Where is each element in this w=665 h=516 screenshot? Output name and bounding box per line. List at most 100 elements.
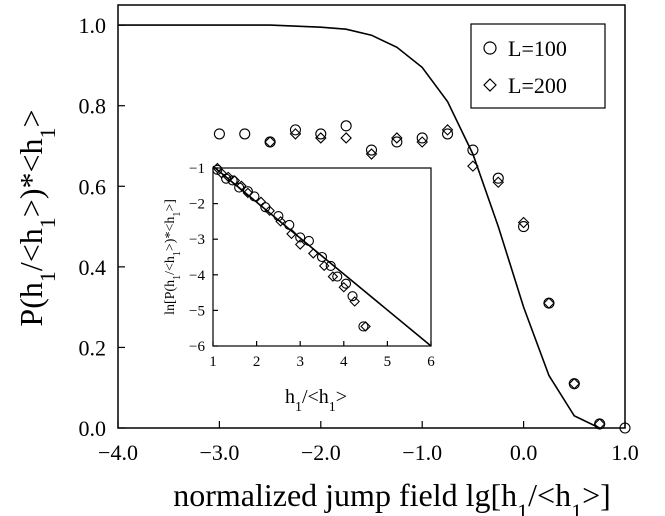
- inset-point-circle: [316, 251, 328, 263]
- inset-point-diamond: [286, 228, 297, 240]
- main-point-diamond: [593, 418, 606, 430]
- inset-ticks: 1 2 3 4 5 6 −1 −2 −3 −4 −5 −6: [189, 161, 435, 370]
- main-point-diamond: [467, 160, 479, 172]
- inset-point-diamond: [229, 175, 241, 186]
- main-fit-line: [118, 24, 600, 429]
- main-x-tick-label: 0.0: [510, 440, 538, 465]
- inset-point-circle: [284, 219, 295, 231]
- legend-marker-diamond: [483, 78, 497, 92]
- inset-y-tick-label: −4: [189, 268, 205, 284]
- x-axis-title: normalized jump field lg[h1/<h1>]: [173, 477, 611, 516]
- main-point-diamond: [391, 132, 403, 144]
- main-point-circle: [441, 128, 454, 140]
- main-point-diamond: [492, 176, 505, 189]
- main-y-tick-label: 1.0: [79, 13, 107, 38]
- main-y-tick-label: 0.8: [79, 94, 107, 119]
- main-point-circle: [619, 422, 631, 434]
- inset-point-diamond: [275, 216, 286, 227]
- main-point-diamond: [315, 132, 327, 144]
- inset-point-diamond: [242, 187, 254, 199]
- main-point-circle: [213, 128, 225, 140]
- inset-point-diamond: [327, 271, 339, 282]
- inset-point-diamond: [360, 321, 371, 332]
- main-point-circle: [467, 144, 479, 156]
- main-point-diamond: [416, 136, 428, 148]
- legend-marker-circle: [483, 41, 497, 55]
- inset-data-points: [212, 162, 371, 332]
- main-x-tick-label: 1.0: [611, 440, 639, 465]
- inset-point-diamond: [255, 196, 267, 208]
- inset-y-tick-label: −6: [189, 339, 205, 355]
- legend-label-series-2: L=200: [508, 73, 567, 98]
- main-y-tick-label: 0.6: [79, 174, 107, 199]
- inset-y-tick-label: −1: [189, 161, 205, 177]
- main-y-tick-label: 0.0: [79, 416, 107, 441]
- legend-label-series-1: L=100: [508, 36, 567, 61]
- main-plot: −4.0 −3.0 −2.0 −1.0 0.0 1.0 0.0 0.2 0.4 0.6 0.8 1.0…: [13, 4, 639, 516]
- inset-x-tick-label: 3: [296, 354, 304, 370]
- inset-point-diamond: [264, 205, 275, 216]
- main-point-circle: [239, 128, 251, 140]
- inset-point-diamond: [222, 171, 234, 183]
- legend-box: [470, 23, 606, 109]
- main-point-circle: [264, 136, 276, 148]
- inset-point-circle: [242, 186, 253, 197]
- inset-y-tick-label: −5: [189, 303, 205, 319]
- main-point-diamond: [568, 377, 581, 390]
- main-point-circle: [568, 378, 580, 390]
- inset-point-diamond: [236, 180, 247, 192]
- main-y-tick-label: 0.4: [79, 255, 107, 280]
- main-point-circle: [518, 221, 530, 233]
- inset-x-tick-label: 6: [427, 354, 435, 370]
- inset-y-tick-label: −2: [189, 197, 205, 213]
- main-point-circle: [416, 132, 428, 144]
- main-x-tick-label: −3.0: [199, 440, 239, 465]
- main-fit-curve: [118, 24, 600, 429]
- main-point-diamond: [340, 132, 352, 144]
- inset-point-diamond: [308, 248, 319, 259]
- inset-y-tick-label: −3: [189, 232, 205, 248]
- inset-point-circle: [347, 291, 358, 302]
- inset-point-circle: [273, 211, 284, 222]
- main-ticks: −4.0 −3.0 −2.0 −1.0 0.0 1.0 0.0 0.2 0.4 0.6 0.8 1.0: [79, 13, 639, 465]
- main-point-circle: [315, 128, 327, 140]
- inset-point-circle: [325, 260, 336, 271]
- inset-point-circle: [358, 321, 369, 332]
- inset-point-circle: [332, 271, 343, 282]
- inset-y-axis-title: ln[P(h1/<h1>)*<h1>]: [163, 199, 183, 315]
- inset-point-diamond: [294, 239, 306, 250]
- main-point-circle: [289, 124, 302, 136]
- inset-point-circle: [340, 278, 352, 289]
- main-point-circle: [365, 144, 378, 156]
- inset-x-tick-label: 5: [384, 354, 392, 370]
- main-point-diamond: [517, 216, 530, 229]
- main-data-points: [213, 120, 631, 434]
- y-axis-title: P(h1/<h1>)*<h1>: [13, 109, 60, 326]
- inset-point-circle: [227, 175, 238, 186]
- inset-x-tick-label: 1: [209, 354, 217, 370]
- inset-point-circle: [303, 235, 314, 247]
- inset-plot: 1 2 3 4 5 6 −1 −2 −3 −4 −5 −6 h1/<h1> ln[P(h1/<h1>)…: [163, 161, 435, 415]
- inset-point-circle: [212, 164, 223, 175]
- inset-point-diamond: [338, 281, 350, 293]
- main-point-diamond: [365, 148, 378, 160]
- inset-point-diamond: [349, 296, 360, 307]
- inset-x-tick-label: 2: [253, 354, 261, 370]
- main-point-diamond: [264, 136, 276, 148]
- main-point-circle: [340, 120, 352, 132]
- inset-point-diamond: [216, 168, 227, 179]
- main-x-tick-label: −4.0: [98, 440, 138, 465]
- inset-x-axis-title: h1/<h1>: [285, 386, 347, 415]
- legend: L=100 L=200: [470, 23, 606, 109]
- inset-x-tick-label: 4: [340, 354, 348, 370]
- main-point-diamond: [543, 297, 555, 309]
- main-plot-frame: [117, 4, 626, 429]
- inset-point-circle: [295, 232, 306, 243]
- main-x-tick-label: −2.0: [301, 440, 341, 465]
- inset-point-diamond: [318, 260, 330, 272]
- main-point-circle: [492, 172, 504, 184]
- inset-point-circle: [249, 191, 260, 202]
- main-point-circle: [391, 136, 403, 148]
- main-point-circle: [543, 297, 555, 309]
